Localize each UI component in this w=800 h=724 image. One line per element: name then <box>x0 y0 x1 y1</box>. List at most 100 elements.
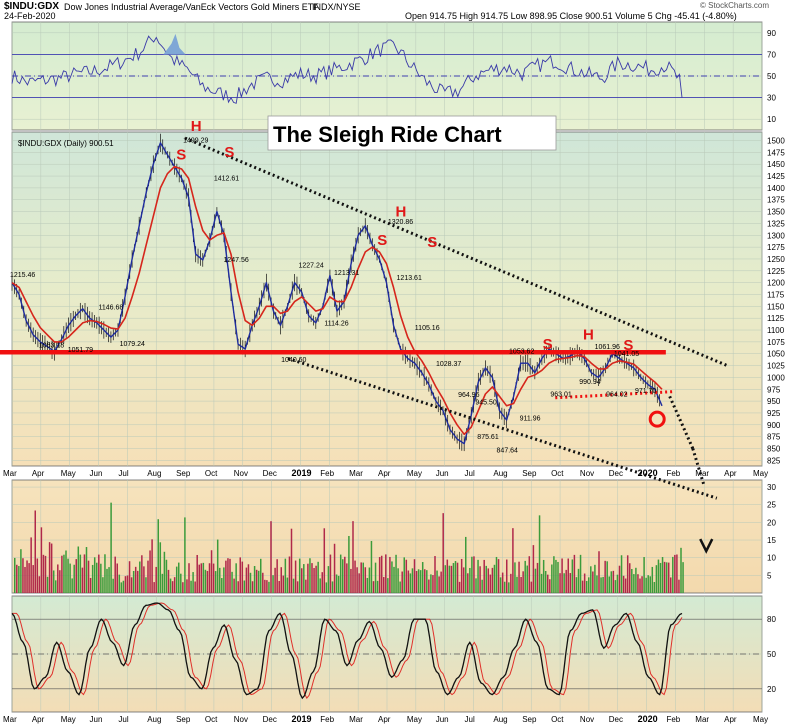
pattern-marker: H <box>583 327 594 344</box>
volume-bar <box>214 571 217 593</box>
rsi-tick-label: 30 <box>767 94 776 103</box>
price-annotation: 875.61 <box>477 434 499 441</box>
volume-bar <box>378 557 381 593</box>
volume-bar <box>565 569 567 593</box>
volume-bar <box>676 554 678 593</box>
volume-bar <box>358 573 360 593</box>
volume-bar <box>551 564 553 593</box>
volume-bar <box>366 577 369 593</box>
volume-bar <box>555 559 557 593</box>
volume-bar <box>485 565 487 593</box>
volume-bar <box>583 573 586 593</box>
symbol-label: $INDU:GDX <box>4 1 60 12</box>
volume-bar <box>116 563 118 593</box>
volume-bar <box>352 521 354 593</box>
volume-bar <box>50 543 53 593</box>
volume-bar <box>528 556 531 593</box>
volume-bar <box>331 581 334 593</box>
volume-bar <box>391 561 393 593</box>
volume-bar <box>67 558 69 593</box>
volume-bar <box>415 570 418 593</box>
volume-bar <box>85 547 88 593</box>
price-annotation: 1215.46 <box>10 272 35 279</box>
volume-bar <box>335 574 338 593</box>
volume-bar <box>171 581 174 593</box>
title-box <box>267 115 557 151</box>
volume-bar <box>508 582 510 593</box>
volume-bar <box>134 566 137 593</box>
copyright-label: © StockCharts.com <box>700 1 770 10</box>
volume-bar <box>575 577 578 593</box>
price-tick-label: 850 <box>767 444 781 453</box>
volume-bar <box>372 581 375 593</box>
pattern-marker: S <box>623 337 633 354</box>
volume-bar <box>173 577 176 593</box>
volume-bar <box>83 554 86 593</box>
volume-bar <box>540 573 543 593</box>
price-annotation: 847.64 <box>497 448 519 455</box>
lower-channel-line <box>287 357 718 500</box>
volume-bar <box>624 578 627 593</box>
volume-bar <box>600 577 602 593</box>
volume-bar <box>210 550 213 593</box>
price-tick-label: 1175 <box>767 290 785 299</box>
volume-bar <box>524 560 526 593</box>
volume-bar <box>262 572 264 593</box>
volume-bar <box>106 568 108 593</box>
rsi-overbought-fill <box>163 33 186 55</box>
x-tick-label: Feb <box>320 715 334 724</box>
price-annotation: 963.01 <box>550 391 572 398</box>
x-tick-label: Dec <box>263 715 277 724</box>
price-tick-label: 1200 <box>767 279 785 288</box>
volume-bar <box>385 554 387 593</box>
x-tick-label: Nov <box>580 715 594 724</box>
volume-bar <box>284 558 287 593</box>
volume-bar <box>188 563 190 593</box>
price-tick-label: 1400 <box>767 184 785 193</box>
volume-bar <box>602 576 604 593</box>
x-tick-label: Apr <box>724 715 737 724</box>
price-annotation: 990.94 <box>579 379 601 386</box>
price-annotation: 971.70 <box>635 388 657 395</box>
volume-bar <box>645 577 647 593</box>
volume-bar <box>24 566 26 593</box>
volume-bar <box>647 575 649 593</box>
x-tick-label: Sep <box>522 715 537 724</box>
volume-bar <box>333 543 336 593</box>
volume-bar <box>22 558 24 593</box>
volume-bar <box>143 566 145 593</box>
volume-bar <box>118 574 121 593</box>
volume-bar <box>290 528 293 593</box>
price-tick-label: 950 <box>767 397 781 406</box>
volume-bar <box>40 527 43 593</box>
volume-bar <box>108 567 110 593</box>
volume-bar <box>612 570 615 593</box>
volume-bar <box>219 567 221 593</box>
volume-bar <box>606 561 608 593</box>
volume-bar <box>46 576 49 593</box>
volume-bar <box>495 556 498 593</box>
volume-bar <box>81 567 84 593</box>
rsi-line <box>11 35 683 104</box>
volume-bar <box>440 571 442 593</box>
volume-bar <box>180 573 182 593</box>
price-tick-label: 1300 <box>767 231 785 240</box>
rsi-tick-label: 10 <box>767 115 776 124</box>
volume-bar <box>221 578 223 593</box>
volume-bar <box>122 580 125 593</box>
volume-bar <box>598 551 600 593</box>
volume-bar <box>526 565 528 593</box>
volume-bar <box>585 580 588 593</box>
volume-bar <box>237 581 239 593</box>
volume-bar <box>317 561 319 593</box>
exchange-label: INDX/NYSE <box>312 2 361 12</box>
volume-tick-label: 25 <box>767 501 776 510</box>
volume-bar <box>399 581 401 593</box>
volume-bar <box>649 576 651 593</box>
volume-bar <box>186 579 188 593</box>
volume-bar <box>294 560 297 593</box>
volume-bar <box>446 559 449 593</box>
volume-bar <box>276 559 278 593</box>
volume-bar <box>346 563 348 593</box>
volume-bar <box>280 567 282 593</box>
